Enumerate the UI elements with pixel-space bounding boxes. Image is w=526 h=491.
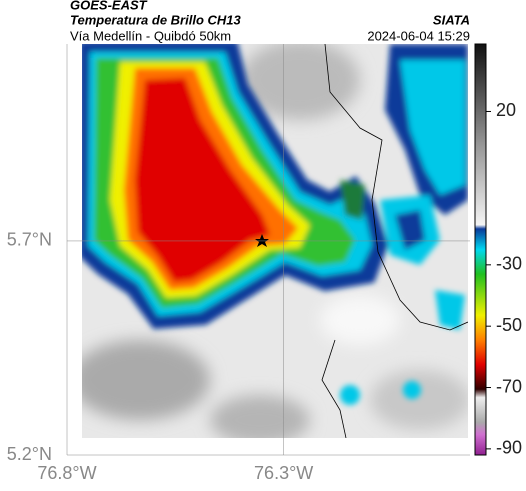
lon-label: 76.3°W: [254, 463, 313, 483]
colorbar-label: 20: [496, 100, 516, 120]
colorbar-label: -50: [496, 315, 522, 335]
subtitle: Vía Medellín - Quibdó 50km: [70, 28, 231, 43]
source: GOES-EAST: [70, 0, 148, 12]
brand: SIATA: [433, 12, 470, 27]
colorbar-label: -30: [496, 254, 522, 274]
satellite-image: [82, 44, 468, 438]
colorbar: [474, 43, 487, 456]
colorbar-label: -70: [496, 376, 522, 396]
lat-label: 5.7°N: [7, 230, 52, 250]
timestamp: 2024-06-04 15:29: [367, 28, 470, 43]
colorbar-label: -90: [496, 438, 522, 458]
title: Temperatura de Brillo CH13: [70, 12, 242, 27]
lat-label: 5.2°N: [7, 444, 52, 464]
lon-label: 76.8°W: [37, 463, 96, 483]
